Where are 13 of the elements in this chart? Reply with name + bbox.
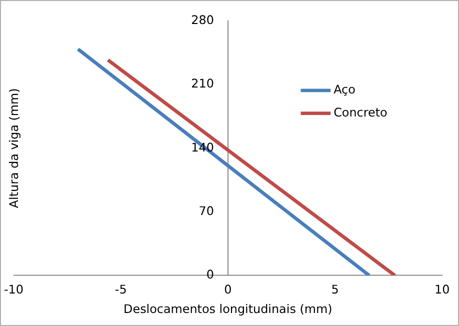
x-axis-title: Deslocamentos longitudinais (mm) <box>124 302 332 316</box>
legend-label: Aço <box>334 82 356 97</box>
x-tick-label: 5 <box>331 282 339 297</box>
x-tick-label: 0 <box>224 282 232 297</box>
y-tick-label: 210 <box>191 76 214 91</box>
x-tick-label: -10 <box>4 282 24 297</box>
y-axis-title: Altura da viga (mm) <box>7 88 22 208</box>
y-tick-label: 70 <box>198 204 214 218</box>
x-tick-label: -5 <box>114 282 127 297</box>
y-tick-label: 280 <box>191 12 214 27</box>
legend-label: Concreto <box>334 105 388 120</box>
y-tick-label: 0 <box>206 268 214 282</box>
x-tick-label: 10 <box>434 282 450 297</box>
